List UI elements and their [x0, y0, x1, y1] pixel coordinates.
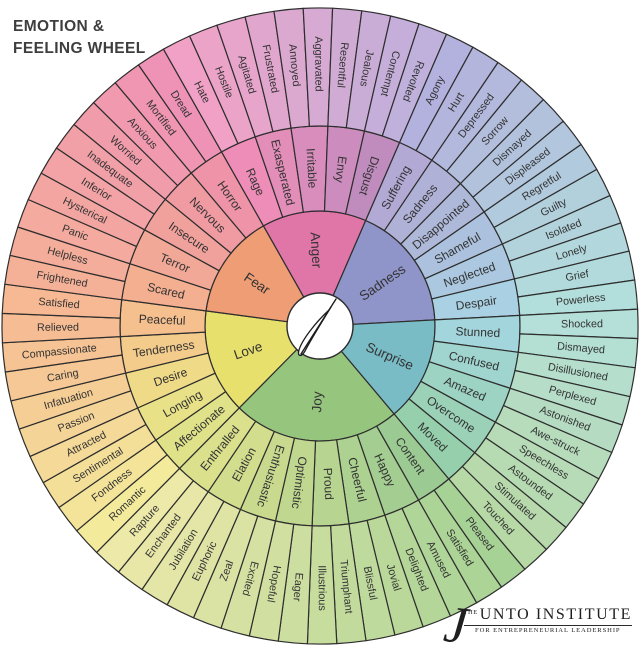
page-title-line2: FEELING WHEEL	[13, 39, 146, 57]
label-stunned: Stunned	[455, 324, 500, 340]
quill-j-monogram-icon	[297, 298, 337, 357]
label-anger: Anger	[308, 232, 325, 269]
label-shocked: Shocked	[561, 318, 603, 330]
junto-institute-logo: J THE UNTO INSTITUTE FOR ENTREPRENEURIAL…	[441, 595, 632, 655]
junto-j-glyph: J	[441, 595, 471, 655]
label-eager: Eager	[290, 572, 304, 602]
label-peaceful: Peaceful	[138, 312, 185, 328]
label-powerless: Powerless	[555, 292, 606, 309]
label-relieved: Relieved	[37, 322, 79, 334]
logo-name: UNTO INSTITUTE	[479, 606, 632, 623]
label-annoyed: Annoyed	[286, 43, 302, 87]
label-envy: Envy	[332, 155, 349, 183]
label-satisfied: Satisfied	[38, 296, 80, 311]
label-resentful: Resentful	[334, 42, 350, 88]
label-illustrious: Illustrious	[316, 565, 328, 611]
logo-the: THE	[463, 609, 478, 616]
label-irritable: Irritable	[304, 148, 320, 189]
label-proud: Proud	[321, 467, 337, 500]
wedge-dread	[137, 48, 223, 163]
label-aggravated: Aggravated	[312, 36, 324, 91]
label-joy: Joy	[309, 391, 325, 413]
label-caring: Caring	[46, 367, 80, 385]
logo-tagline: FOR ENTREPRENEURIAL LEADERSHIP	[463, 624, 632, 634]
label-grief: Grief	[565, 268, 591, 284]
page-title: EMOTION & FEELING WHEEL	[13, 16, 146, 59]
label-triumphant: Triumphant	[337, 559, 354, 614]
page-title-line1: EMOTION &	[13, 18, 105, 35]
label-despair: Despair	[455, 293, 498, 313]
label-dismayed: Dismayed	[557, 340, 606, 356]
label-optimistic: Optimistic	[289, 456, 310, 510]
